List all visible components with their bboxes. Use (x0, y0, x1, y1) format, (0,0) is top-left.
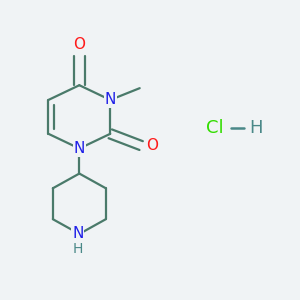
Text: Cl: Cl (206, 119, 224, 137)
Text: H: H (249, 119, 263, 137)
Text: N: N (72, 226, 83, 241)
Text: N: N (105, 92, 116, 107)
Text: H: H (73, 242, 83, 256)
Text: N: N (74, 141, 85, 156)
Text: O: O (146, 138, 158, 153)
Text: O: O (73, 37, 85, 52)
